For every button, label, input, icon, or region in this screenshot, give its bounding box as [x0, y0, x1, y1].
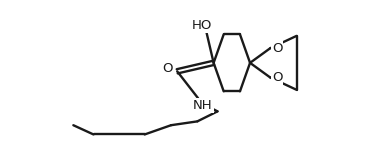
- Text: O: O: [272, 71, 282, 84]
- Text: HO: HO: [192, 19, 212, 32]
- Text: O: O: [162, 62, 172, 75]
- Text: O: O: [272, 42, 282, 55]
- Text: NH: NH: [193, 99, 212, 112]
